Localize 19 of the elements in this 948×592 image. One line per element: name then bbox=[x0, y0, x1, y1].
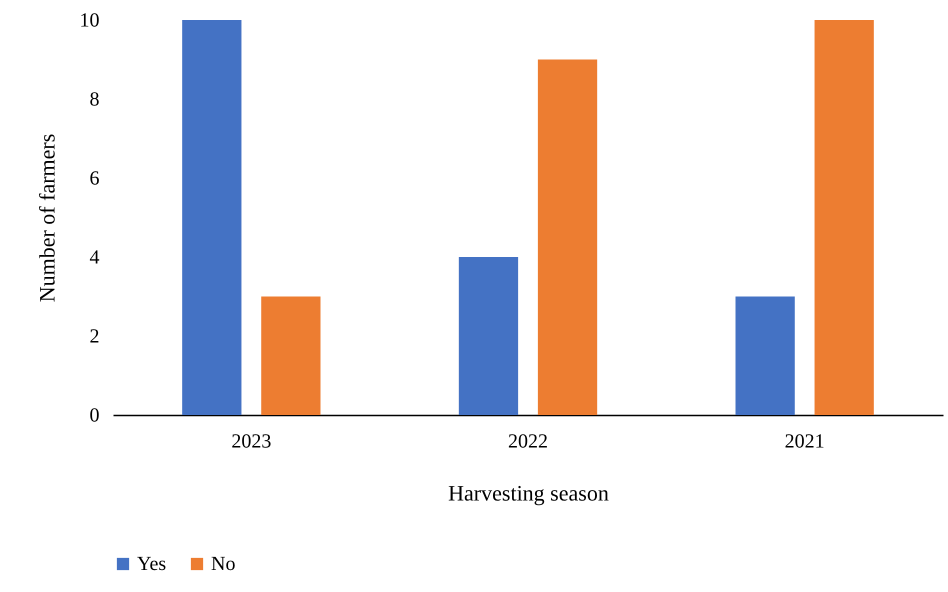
y-axis-title: Number of farmers bbox=[34, 134, 60, 302]
x-tick-label: 2023 bbox=[231, 430, 272, 452]
x-tick-label: 2022 bbox=[508, 430, 548, 452]
x-axis-title: Harvesting season bbox=[448, 480, 609, 506]
bar bbox=[182, 20, 242, 415]
bar bbox=[261, 296, 320, 415]
x-tick-label: 2021 bbox=[784, 430, 825, 452]
bar bbox=[458, 257, 518, 415]
legend-label: Yes bbox=[137, 553, 166, 575]
y-tick-label: 10 bbox=[80, 10, 100, 32]
y-tick-label: 4 bbox=[90, 246, 100, 268]
y-tick-label: 8 bbox=[90, 88, 100, 110]
y-tick-label: 6 bbox=[90, 168, 100, 190]
bar bbox=[814, 20, 874, 415]
legend-label: No bbox=[211, 553, 236, 575]
bar bbox=[736, 296, 795, 415]
bar bbox=[538, 60, 598, 415]
y-tick-label: 0 bbox=[90, 404, 100, 426]
y-tick-label: 2 bbox=[90, 326, 100, 348]
